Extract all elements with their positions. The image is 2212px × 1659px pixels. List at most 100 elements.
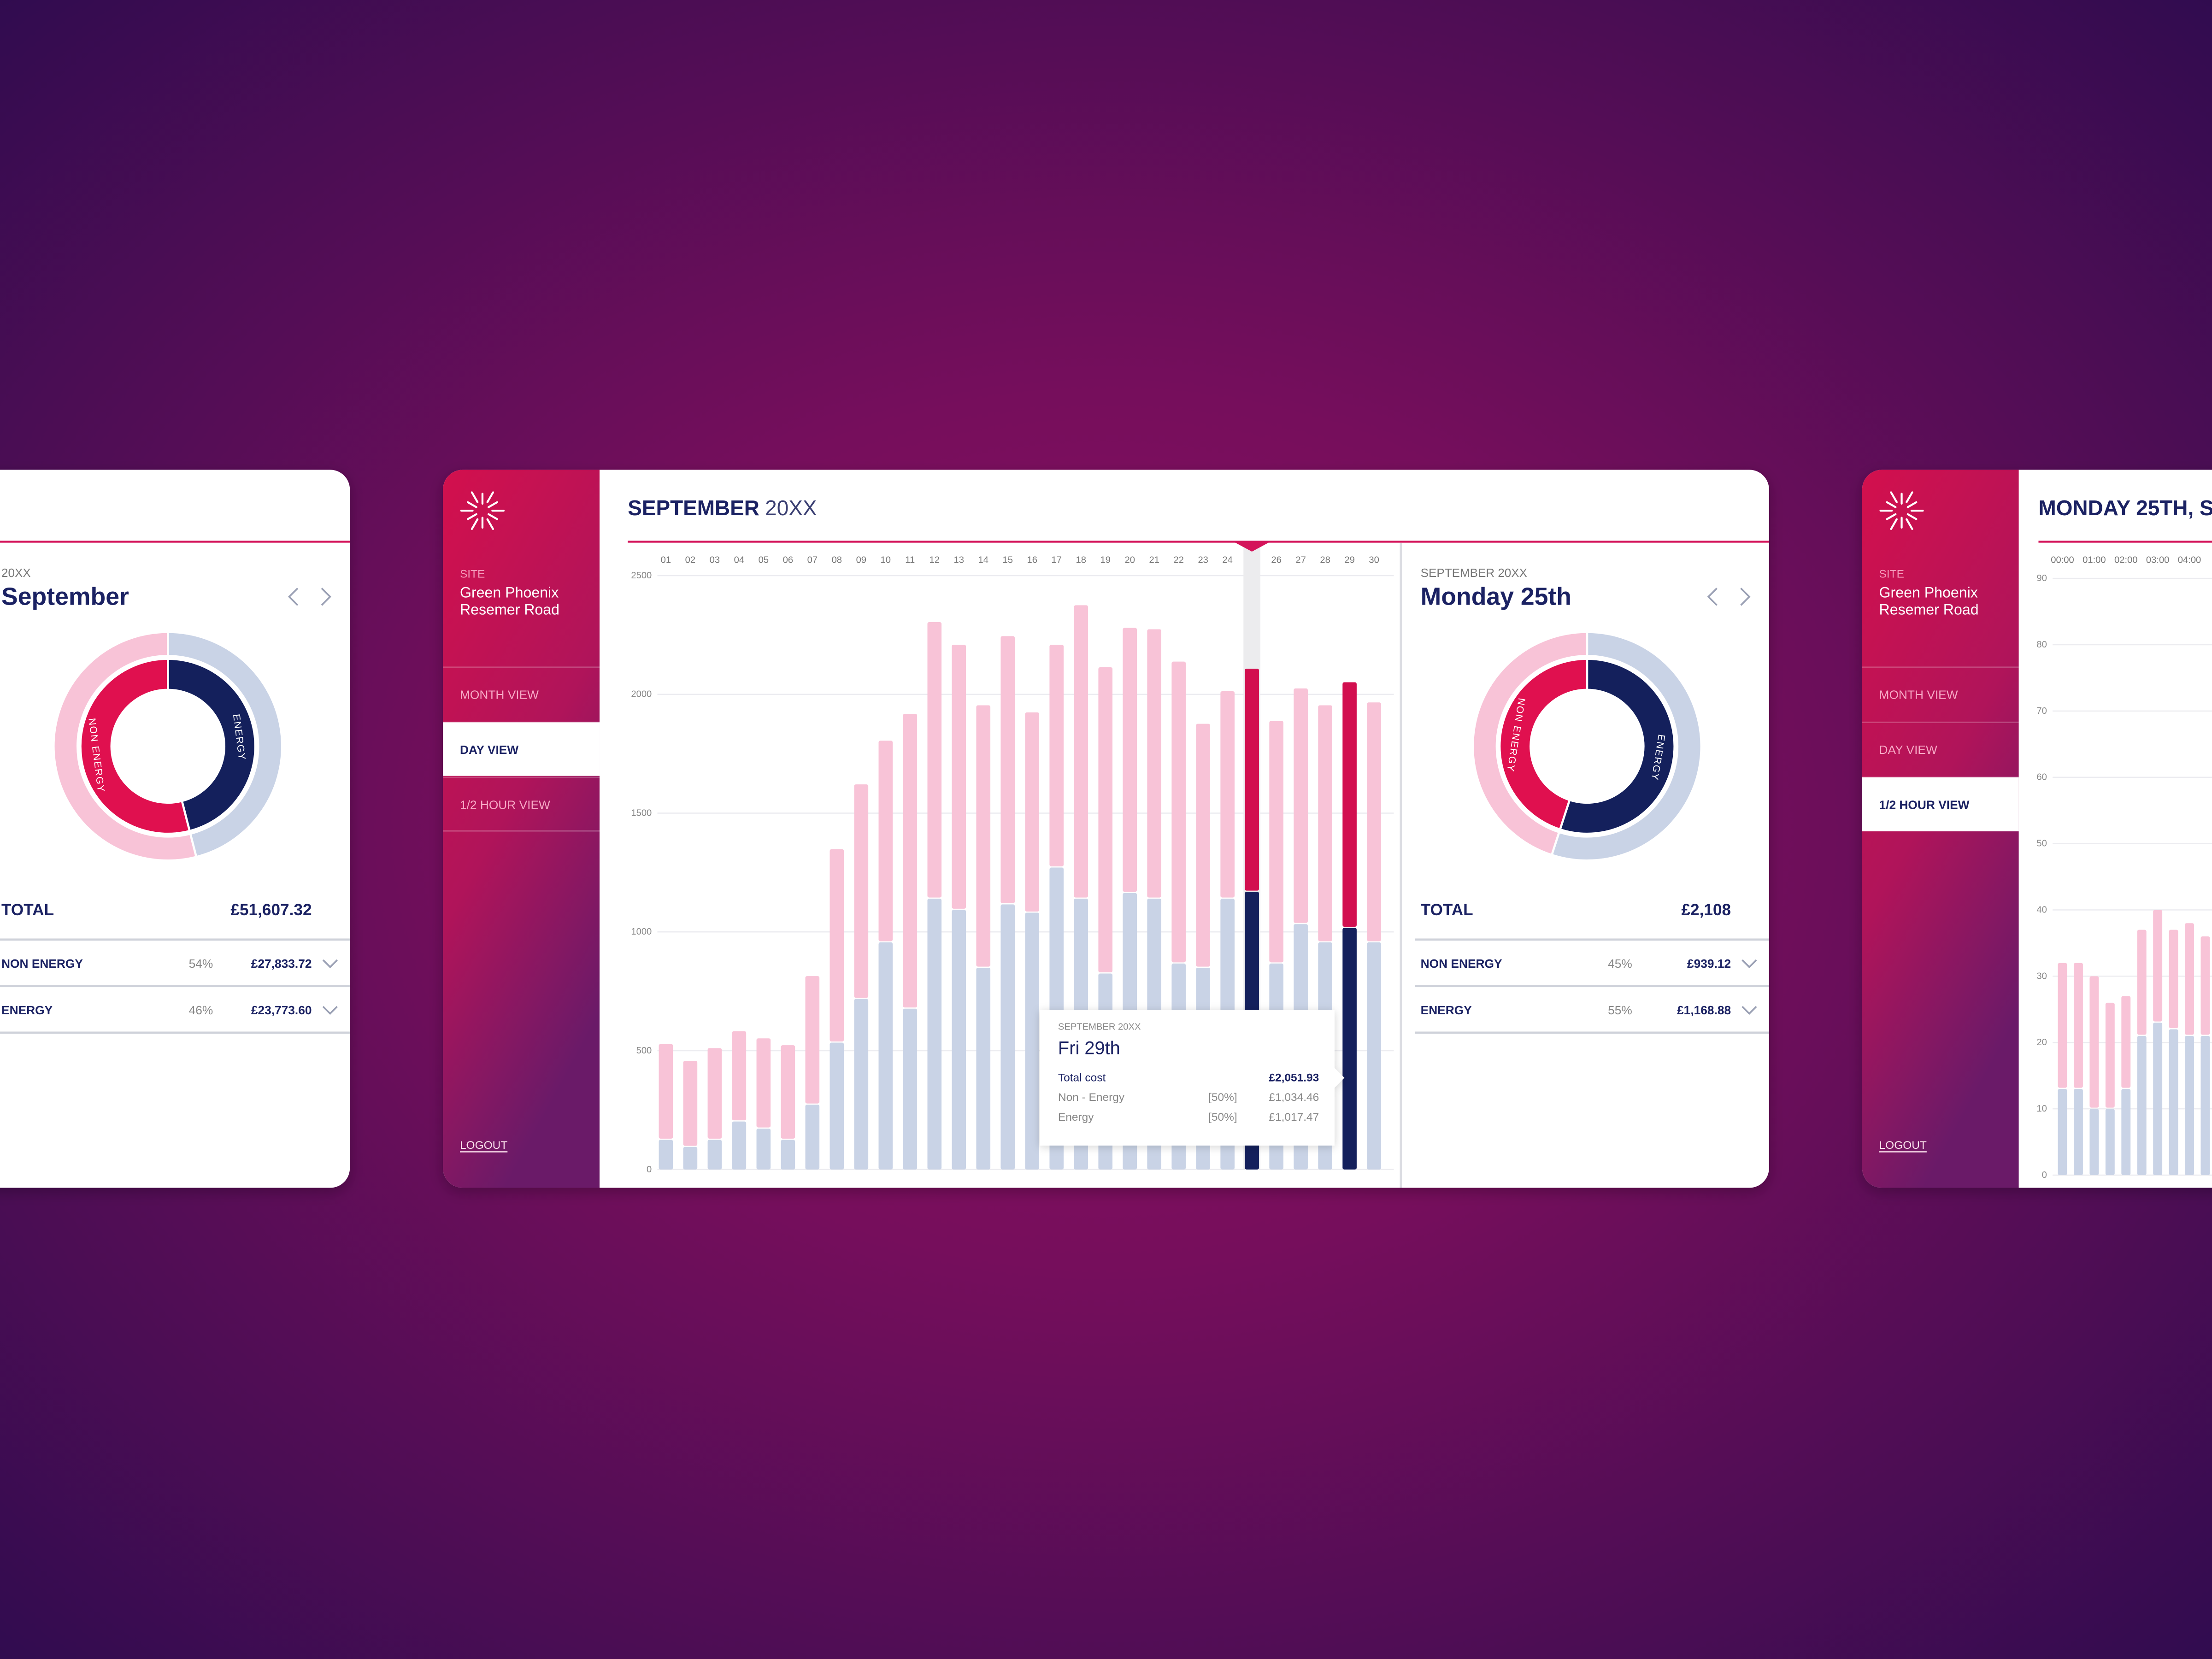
x-tick-label: 26 — [1271, 555, 1281, 565]
tooltip-row-name: Energy — [1058, 1111, 1094, 1124]
row-share: 55% — [1608, 1003, 1632, 1017]
row-expand[interactable] — [1741, 1006, 1757, 1015]
row-amount: £27,833.72 — [251, 957, 312, 971]
y-tick-label: 80 — [2036, 640, 2047, 650]
tooltip-row-amount: £1,017.47 — [1269, 1111, 1319, 1124]
nav-item[interactable]: 1/2 HOUR VIEW — [460, 798, 550, 812]
x-tick-label: 28 — [1320, 555, 1330, 565]
x-tick-label: 17 — [1052, 555, 1062, 565]
y-tick-label: 40 — [2036, 905, 2047, 915]
bar-segment — [2200, 936, 2210, 1035]
y-tick-label: 500 — [636, 1046, 652, 1056]
logo-ray — [466, 501, 477, 508]
nav-item-active[interactable] — [443, 722, 600, 776]
donut-segment — [1559, 658, 1676, 835]
next-button[interactable] — [1740, 588, 1751, 606]
bar-segment — [854, 784, 869, 998]
bar-segment — [732, 1031, 747, 1121]
x-tick-label: 01 — [661, 555, 671, 565]
x-tick-label: 02 — [685, 555, 695, 565]
row-expand[interactable] — [1741, 959, 1757, 969]
donut-outer-segment — [53, 631, 198, 862]
nav-item[interactable]: DAY VIEW — [460, 743, 518, 757]
row-name: NON ENERGY — [1, 957, 83, 971]
bar-segment — [2137, 1035, 2147, 1175]
row-amount: £939.12 — [1687, 957, 1731, 971]
x-tick-label: 14 — [978, 555, 988, 565]
bar-segment — [805, 976, 820, 1104]
bar-segment — [903, 1008, 918, 1170]
tooltip-total: £2,051.93 — [1269, 1071, 1319, 1084]
logo-ray — [486, 518, 494, 530]
logout-link[interactable]: LOGOUT — [460, 1139, 507, 1152]
nav-item[interactable]: MONTH VIEW — [460, 688, 539, 702]
bar-segment — [830, 1042, 844, 1170]
x-tick-label: 08 — [832, 555, 842, 565]
bar-segment — [2153, 1023, 2163, 1175]
bar-segment — [1269, 721, 1283, 963]
bar-segment — [952, 910, 966, 1170]
logo-ray — [488, 501, 498, 508]
next-button[interactable] — [321, 588, 331, 606]
total-label: TOTAL — [1421, 901, 1473, 919]
bar-segment — [1220, 691, 1235, 898]
bar-segment — [707, 1140, 722, 1170]
bar-segment — [2058, 963, 2067, 1088]
nav-item[interactable]: 1/2 HOUR VIEW — [1879, 798, 1970, 812]
bar-segment — [854, 999, 869, 1170]
nav-item-active[interactable] — [1862, 777, 2019, 831]
tooltip-period: SEPTEMBER 20XX — [1058, 1022, 1141, 1032]
previous-button[interactable] — [288, 588, 299, 606]
logo-ray — [486, 491, 494, 503]
logout-link[interactable]: LOGOUT — [1879, 1139, 1927, 1152]
site-name: Green Phoenix — [460, 584, 559, 601]
period-title: September — [1, 583, 129, 610]
x-tick-label: 10 — [881, 555, 891, 565]
bar-segment — [1367, 942, 1381, 1170]
row-share: 46% — [189, 1003, 213, 1017]
x-tick-label: 20 — [1124, 555, 1135, 565]
bar-segment — [1025, 912, 1040, 1170]
bar-segment — [1245, 669, 1259, 891]
y-tick-label: 90 — [2036, 573, 2047, 583]
page-title: MONDAY 25TH, S — [2038, 496, 2212, 520]
bar-segment — [976, 705, 991, 967]
bar-segment — [2169, 930, 2178, 1029]
site-address: Resemer Road — [460, 601, 559, 618]
bar-segment — [2089, 1109, 2099, 1175]
bar-segment — [1342, 682, 1357, 927]
x-tick-label: 23 — [1198, 555, 1208, 565]
site-address: Resemer Road — [1879, 601, 1979, 618]
bar-segment — [903, 714, 918, 1008]
y-tick-label: 70 — [2036, 706, 2047, 716]
bar-segment — [2185, 923, 2194, 1035]
x-tick-label: 03 — [710, 555, 720, 565]
bar-segment — [1025, 712, 1040, 912]
bar-segment — [2121, 1088, 2131, 1175]
site-name: Green Phoenix — [1879, 584, 1978, 601]
x-tick-label: 29 — [1344, 555, 1354, 565]
logo-ray — [1906, 513, 1918, 520]
x-tick-label: 11 — [905, 555, 915, 565]
donut-segment — [166, 658, 257, 833]
summary-panel: 20XX September TOTAL £51,607.32 NON ENERGY 54… — [0, 566, 350, 1034]
x-tick-label: 06 — [783, 555, 793, 565]
y-tick-label: 1000 — [631, 927, 652, 937]
row-expand[interactable] — [322, 1006, 338, 1015]
x-tick-label: 15 — [1003, 555, 1013, 565]
bar-segment — [1147, 629, 1161, 898]
bar-segment — [659, 1140, 673, 1170]
nav-item[interactable]: DAY VIEW — [1879, 743, 1937, 757]
nav-item[interactable]: MONTH VIEW — [1879, 688, 1958, 702]
bar-segment — [2058, 1088, 2067, 1175]
previous-button[interactable] — [1707, 588, 1718, 606]
row-amount: £23,773.60 — [251, 1003, 312, 1017]
row-expand[interactable] — [322, 959, 338, 969]
logo — [460, 491, 505, 530]
x-tick-label: 12 — [930, 555, 940, 565]
donut-segment — [79, 658, 191, 835]
